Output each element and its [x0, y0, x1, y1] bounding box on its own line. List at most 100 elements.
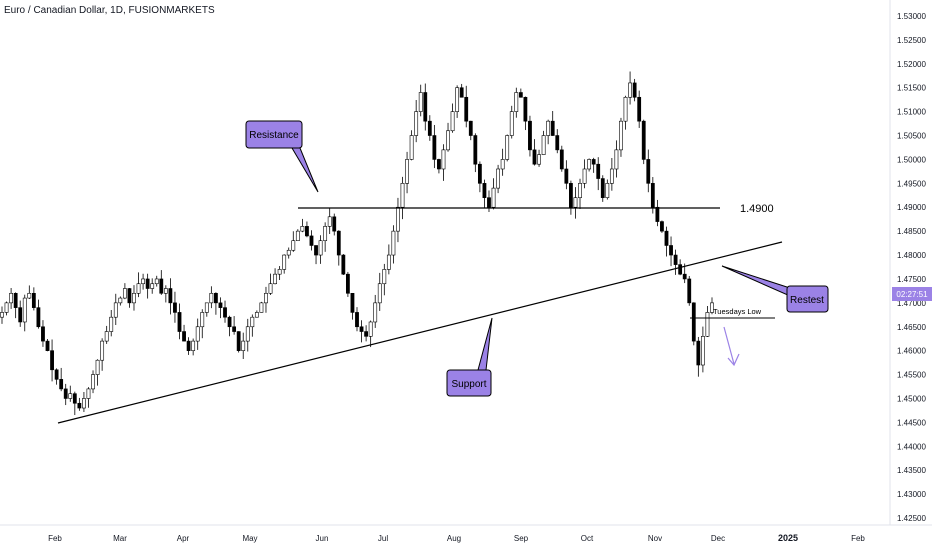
x-tick-label: Apr — [177, 534, 190, 543]
candle-down — [487, 197, 491, 208]
candle-up — [136, 283, 141, 294]
candle-up — [259, 302, 264, 313]
candle-up — [405, 159, 409, 184]
candle-up — [300, 226, 305, 232]
x-tick-labels: Feb Mar Apr May Jun Jul Aug Sep Oct Nov Dec 2025 Feb — [48, 533, 865, 543]
candle-down — [650, 183, 655, 208]
level-label: 1.4900 — [740, 203, 774, 215]
candle-down — [232, 326, 237, 332]
candle-up — [191, 340, 196, 351]
candle-up — [100, 340, 105, 361]
candle-down — [600, 178, 605, 198]
candle-up — [505, 135, 510, 160]
x-tick-label: 2025 — [778, 533, 798, 543]
candle-down — [678, 264, 683, 275]
candle-down — [660, 221, 664, 232]
candle-down — [468, 120, 473, 136]
x-tick-label: Sep — [514, 534, 529, 543]
candle-down — [305, 226, 309, 237]
x-tick-label: Jul — [378, 534, 388, 543]
candle-down — [477, 163, 482, 184]
candle-down — [359, 326, 364, 332]
candle-up — [209, 292, 214, 304]
candle-up — [619, 120, 623, 151]
candle-down — [36, 307, 41, 328]
candle-up — [282, 254, 287, 270]
candle-up — [273, 273, 277, 285]
candle-up — [455, 87, 460, 112]
y-tick-label: 1.48000 — [897, 251, 926, 260]
x-tick-label: Dec — [711, 534, 725, 543]
candle-up — [163, 288, 168, 294]
candle-up — [614, 149, 619, 170]
candle-up — [277, 269, 282, 275]
candle-up — [327, 216, 332, 227]
candle-down — [427, 120, 432, 136]
candle-up — [27, 292, 32, 299]
candle-up — [323, 226, 328, 242]
candle-up — [91, 374, 95, 390]
down-arrow — [723, 326, 740, 367]
candle-down — [336, 230, 341, 256]
candle-up — [200, 312, 205, 328]
candle-down — [528, 120, 532, 151]
y-tick-labels: 1.53000 1.52500 1.52000 1.51500 1.51000 1.505… — [897, 12, 926, 523]
current-price-label: 02:27:51 — [896, 290, 928, 299]
y-tick-label: 1.44500 — [897, 418, 926, 427]
candle-down — [63, 388, 68, 399]
candle-up — [250, 316, 255, 328]
candle-up — [609, 168, 614, 184]
candle-up — [254, 312, 259, 318]
y-tick-label: 1.46000 — [897, 347, 926, 356]
candle-down — [13, 292, 18, 308]
candle-down — [591, 159, 596, 165]
candle-up — [377, 283, 382, 304]
candle-down — [437, 159, 441, 170]
candle-up — [496, 168, 500, 189]
candle-up — [391, 230, 396, 256]
candle-down — [218, 302, 223, 308]
candle-up — [109, 316, 114, 332]
candle-up — [268, 283, 273, 294]
candle-down — [127, 288, 132, 304]
candle-up — [104, 331, 109, 342]
candle-down — [31, 292, 36, 308]
candle-up — [22, 297, 27, 323]
candle-down — [350, 292, 355, 313]
candle-up — [286, 249, 291, 256]
y-tick-label: 1.50000 — [897, 155, 926, 164]
x-tick-label: Jun — [316, 534, 329, 543]
candle-up — [386, 254, 391, 270]
candle-down — [45, 340, 50, 351]
chart-title: Euro / Canadian Dollar, 1D, FUSIONMARKET… — [4, 5, 215, 16]
candle-up — [95, 359, 100, 375]
candle-up — [382, 269, 387, 285]
candle-up — [491, 187, 496, 208]
candle-up — [4, 302, 9, 313]
candle-up — [373, 302, 378, 323]
x-tick-label: May — [242, 534, 257, 543]
candle-up — [264, 292, 268, 304]
candle-down — [182, 331, 186, 342]
candle-down — [186, 340, 191, 351]
candle-up — [154, 278, 159, 285]
restest-callout: Restest — [721, 265, 829, 313]
y-tick-label: 1.49500 — [897, 179, 926, 188]
support-trendline — [57, 241, 783, 424]
candle-down — [664, 230, 669, 246]
candle-down — [459, 87, 464, 98]
candle-down — [41, 326, 45, 342]
candle-down — [54, 369, 59, 380]
candle-down — [673, 254, 678, 265]
candle-up — [195, 326, 200, 342]
candle-up — [132, 292, 136, 304]
y-tick-label: 1.51500 — [897, 84, 926, 93]
y-tick-label: 1.49000 — [897, 203, 926, 212]
candle-up — [418, 92, 423, 112]
candle-up — [150, 283, 155, 289]
candle-down — [364, 331, 369, 337]
candle-up — [500, 159, 505, 170]
candle-down — [550, 120, 555, 136]
candle-down — [569, 183, 573, 208]
